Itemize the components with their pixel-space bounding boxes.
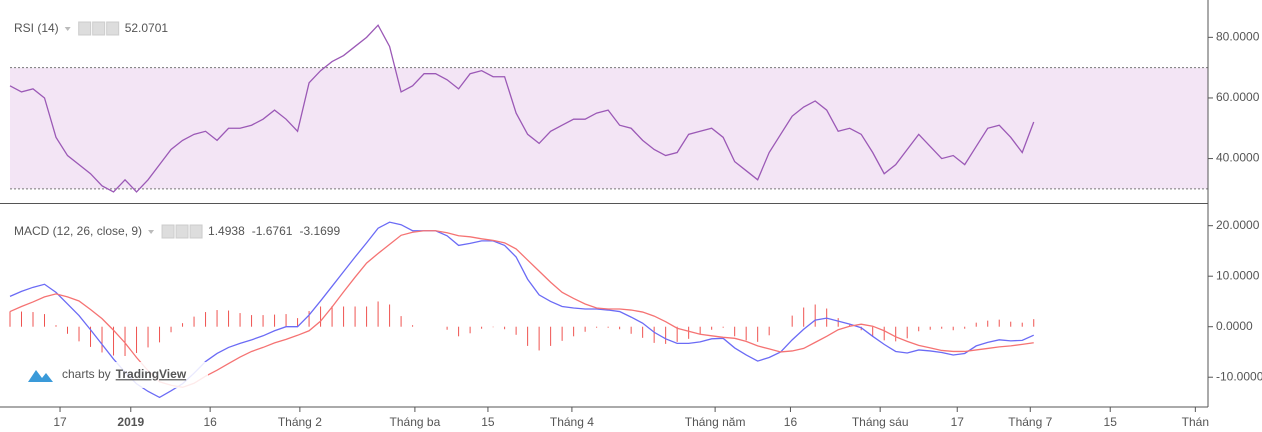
x-tick-label: Tháng 7 — [1008, 415, 1052, 429]
x-tick-label: Tháng 2 — [278, 415, 322, 429]
legend-value: 52.0701 — [125, 21, 169, 35]
panel-title: MACD (12, 26, close, 9) — [14, 224, 142, 238]
watermark-bg — [18, 362, 208, 388]
x-tick-label: 17 — [53, 415, 67, 429]
y-tick-label: 20.0000 — [1216, 218, 1260, 232]
y-tick-label: 80.0000 — [1216, 30, 1260, 44]
band — [10, 67, 1208, 189]
header-icon — [92, 21, 106, 36]
x-tick-label: Thán — [1182, 415, 1209, 429]
header-icon — [189, 224, 203, 239]
y-tick-label: 10.0000 — [1216, 268, 1260, 282]
series-line — [9, 24, 1035, 193]
watermark-logo — [28, 370, 53, 382]
dropdown-arrow — [64, 27, 71, 31]
y-tick-label: 60.0000 — [1216, 90, 1260, 104]
y-tick-label: -10.0000 — [1216, 369, 1262, 383]
x-tick-label: 15 — [481, 415, 495, 429]
panel-title: RSI (14) — [14, 21, 59, 35]
x-tick-label: Tháng sáu — [852, 415, 909, 429]
y-tick-label: 0.0000 — [1216, 319, 1253, 333]
watermark-link[interactable]: TradingView — [116, 367, 187, 381]
legend-value: 1.4938 — [208, 224, 245, 238]
x-tick-label: 16 — [203, 415, 217, 429]
x-tick-label: 16 — [784, 415, 798, 429]
legend-value: -3.1699 — [299, 224, 340, 238]
x-tick-label: 17 — [951, 415, 965, 429]
header-icon — [175, 224, 189, 239]
x-tick-label: Tháng 4 — [550, 415, 594, 429]
header-icon — [78, 21, 92, 36]
legend-value: -1.6761 — [252, 224, 293, 238]
x-tick-label: 2019 — [117, 415, 144, 429]
x-tick-label: Tháng ba — [390, 415, 441, 429]
watermark-text: charts by — [62, 367, 111, 381]
dropdown-arrow — [148, 230, 155, 234]
x-tick-label: Tháng năm — [685, 415, 746, 429]
header-icon — [106, 21, 120, 36]
header-icon — [161, 224, 175, 239]
y-tick-label: 40.0000 — [1216, 151, 1260, 165]
x-tick-label: 15 — [1104, 415, 1118, 429]
